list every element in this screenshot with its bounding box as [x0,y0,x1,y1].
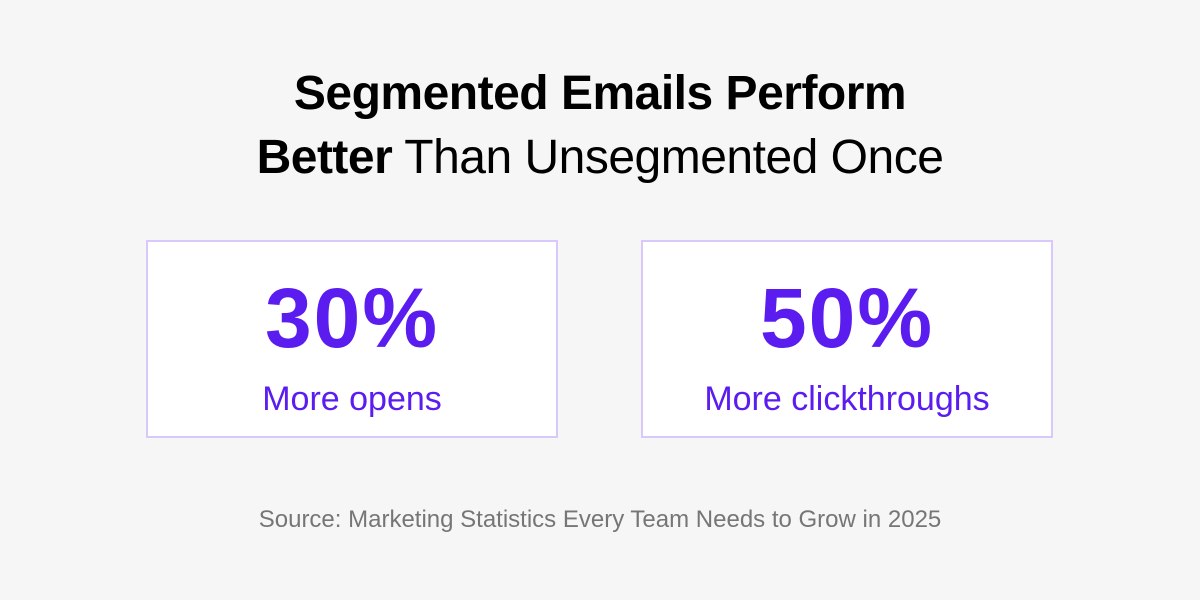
title-line-2: Better Than Unsegmented Once [0,126,1200,190]
title-line-2-rest: Than Unsegmented Once [392,131,944,184]
title-emphasis: Better [256,131,393,184]
page-title: Segmented Emails Perform Better Than Uns… [0,62,1200,190]
source-caption: Source: Marketing Statistics Every Team … [258,506,942,533]
stat-value-opens: 30% [264,271,440,365]
stat-label-clickthroughs: More clickthroughs [704,380,990,418]
title-line-1: Segmented Emails Perform [293,67,907,120]
stat-card-clickthroughs: 50% More clickthroughs [641,240,1053,438]
stat-card-opens: 30% More opens [146,240,558,438]
stat-label-opens: More opens [262,380,442,418]
stat-value-clickthroughs: 50% [759,271,935,365]
